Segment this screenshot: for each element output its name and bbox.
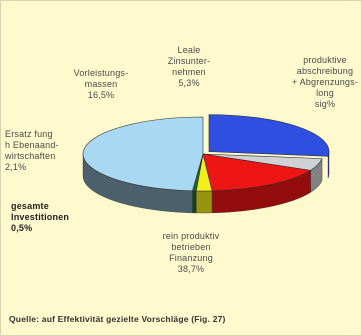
slice-label-ersatz: Ersatz fung h Ebenaand- wirtschaften 2,1… (5, 129, 59, 172)
pie-slice-2 (202, 153, 312, 192)
slice-label-gesamte: gesamte Investitionen 0,5% (11, 201, 70, 233)
slice-label-vorleistung: Vorleistungs- massen 16,5% (73, 68, 129, 100)
pie-slice-side-4 (192, 190, 197, 214)
slice-label-produktive: produktive abschreibung + Abgrenzungs- l… (291, 55, 359, 109)
pie-slice-0 (208, 114, 330, 157)
chart-footnote: Quelle: auf Effektivität gezielte Vorsch… (9, 314, 226, 324)
pie-slice-5 (82, 116, 204, 192)
slice-label-rein-produktiv: rein produktiv betrieben Finanzung 38,7% (162, 231, 220, 274)
slice-label-leale: Leale Zinsunter- nehmen 5,3% (167, 45, 211, 88)
pie-slice-side-3 (196, 190, 213, 214)
